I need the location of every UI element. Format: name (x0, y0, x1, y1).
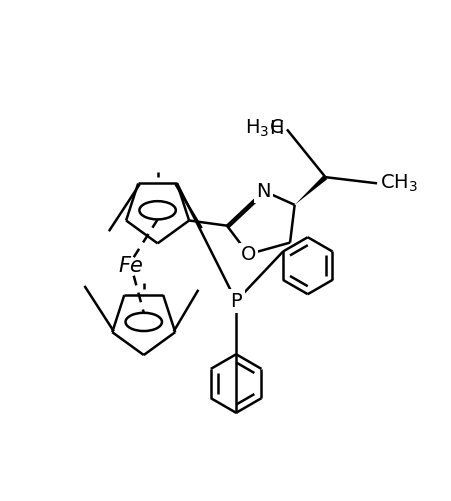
Polygon shape (109, 182, 141, 231)
Polygon shape (174, 182, 202, 228)
Polygon shape (295, 175, 327, 205)
Text: Fe: Fe (118, 257, 143, 277)
Text: $\mathregular{CH_3}$: $\mathregular{CH_3}$ (380, 173, 418, 194)
Polygon shape (84, 286, 115, 334)
Text: $\mathregular{H_3C}$: $\mathregular{H_3C}$ (245, 118, 284, 139)
Text: H: H (269, 119, 284, 138)
Text: O: O (241, 244, 256, 264)
Text: P: P (230, 292, 242, 311)
Text: N: N (257, 181, 271, 200)
Polygon shape (172, 290, 198, 334)
